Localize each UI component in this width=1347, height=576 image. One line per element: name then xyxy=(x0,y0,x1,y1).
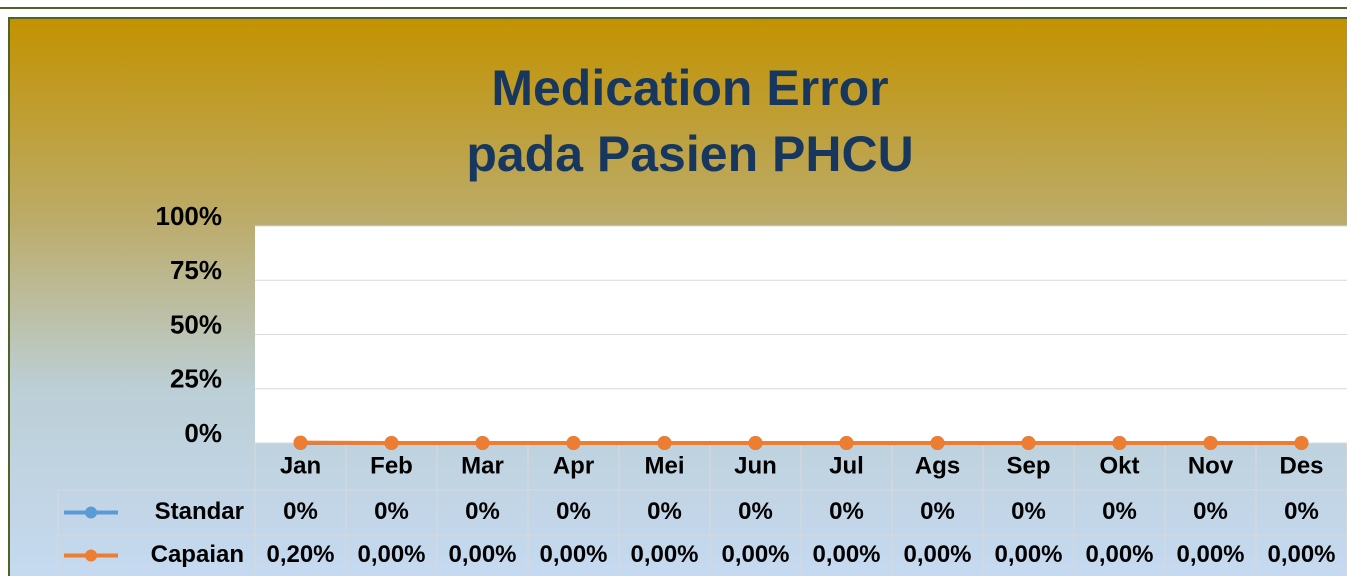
table-value: 0% xyxy=(738,498,773,525)
table-value: 0,00% xyxy=(721,541,789,568)
y-tick-label: 50% xyxy=(170,309,222,339)
x-tick-label: Apr xyxy=(553,452,594,479)
table-value: 0,00% xyxy=(630,541,698,568)
y-tick-label: 25% xyxy=(170,364,222,394)
x-tick-label: Mar xyxy=(461,452,504,479)
series-marker xyxy=(657,436,672,450)
series-marker xyxy=(1203,436,1218,450)
x-tick-label: Jan xyxy=(280,452,321,479)
series-marker xyxy=(1112,436,1127,450)
series-marker xyxy=(839,436,854,450)
series-marker xyxy=(293,435,308,450)
legend-key-marker xyxy=(85,549,97,562)
chart-title: Medication Error xyxy=(491,60,888,116)
x-tick-label: Okt xyxy=(1099,452,1139,479)
table-value: 0,00% xyxy=(903,541,971,568)
x-tick-label: Sep xyxy=(1006,452,1050,479)
table-value: 0,00% xyxy=(994,541,1062,568)
table-value: 0% xyxy=(1284,498,1319,525)
table-value: 0% xyxy=(647,498,682,525)
table-value: 0% xyxy=(283,498,318,525)
x-tick-label: Ags xyxy=(915,452,960,479)
y-tick-label: 100% xyxy=(156,201,223,231)
series-marker xyxy=(1294,436,1309,450)
y-tick-label: 75% xyxy=(170,255,222,285)
table-value: 0,00% xyxy=(357,541,425,568)
x-tick-label: Mei xyxy=(644,452,684,479)
table-value: 0% xyxy=(1011,498,1046,525)
table-value: 0% xyxy=(1193,498,1228,525)
legend-key-marker xyxy=(85,506,97,519)
series-marker xyxy=(748,436,763,450)
series-marker xyxy=(1021,436,1036,450)
legend-label: Standar xyxy=(155,498,244,525)
series-marker xyxy=(384,436,399,450)
table-value: 0% xyxy=(465,498,500,525)
table-value: 0% xyxy=(374,498,409,525)
legend-label: Capaian xyxy=(151,541,244,568)
table-value: 0,20% xyxy=(266,541,334,568)
y-tick-label: 0% xyxy=(184,418,222,448)
series-marker xyxy=(475,436,490,450)
x-tick-label: Jul xyxy=(829,452,864,479)
table-value: 0,00% xyxy=(539,541,607,568)
table-value: 0,00% xyxy=(812,541,880,568)
table-value: 0% xyxy=(829,498,864,525)
table-value: 0% xyxy=(1102,498,1137,525)
table-value: 0% xyxy=(920,498,955,525)
table-value: 0,00% xyxy=(1176,541,1244,568)
series-marker xyxy=(566,436,581,450)
series-marker xyxy=(930,436,945,450)
table-value: 0,00% xyxy=(448,541,516,568)
table-value: 0,00% xyxy=(1085,541,1153,568)
chart-title: pada Pasien PHCU xyxy=(466,126,913,182)
x-tick-label: Des xyxy=(1279,452,1323,479)
x-tick-label: Feb xyxy=(370,452,413,479)
table-value: 0,00% xyxy=(1267,541,1335,568)
x-tick-label: Nov xyxy=(1188,452,1234,479)
table-value: 0% xyxy=(556,498,591,525)
x-tick-label: Jun xyxy=(734,452,777,479)
